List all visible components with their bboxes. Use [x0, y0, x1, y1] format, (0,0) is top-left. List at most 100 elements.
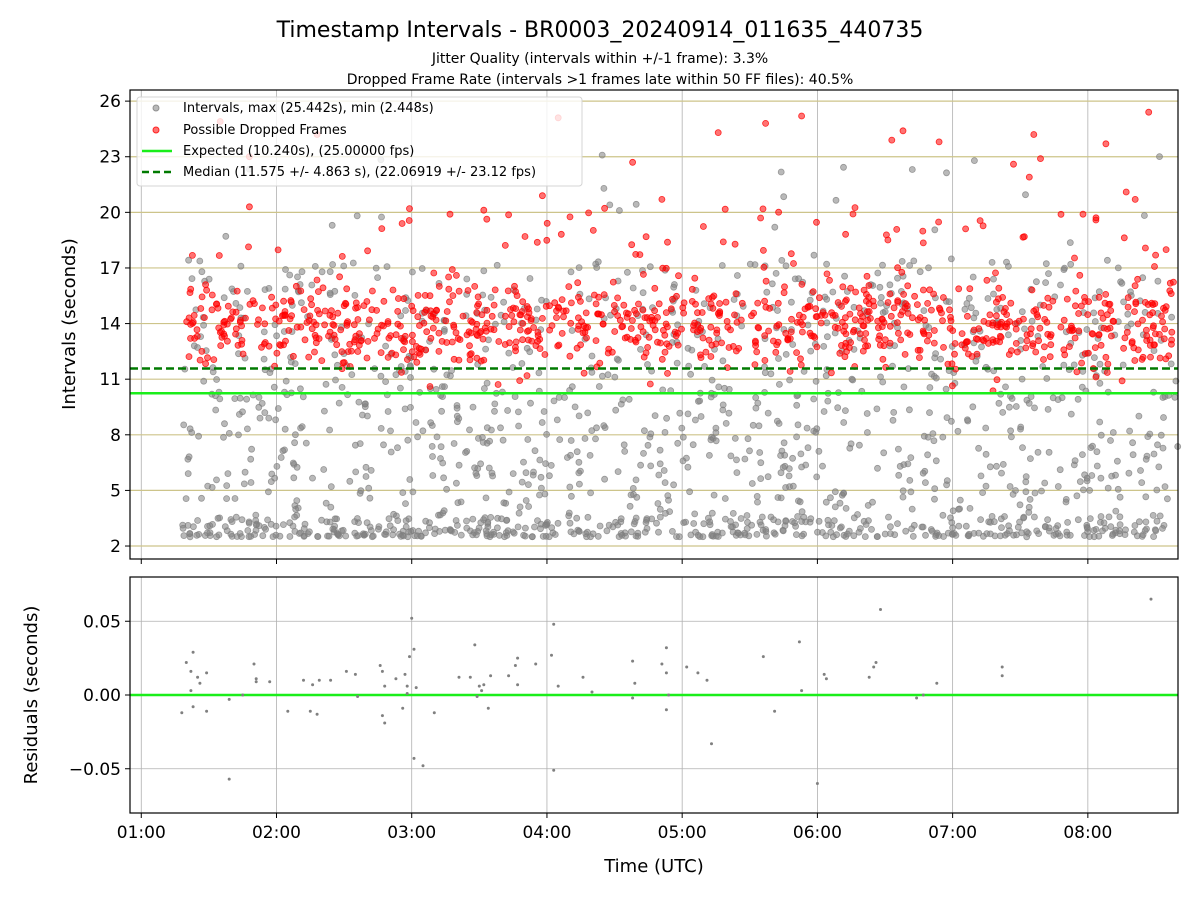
interval-point [1129, 451, 1137, 459]
interval-point [1124, 310, 1132, 318]
interval-point [1054, 530, 1062, 537]
dropped-frame-point [1003, 320, 1011, 328]
interval-point [925, 264, 932, 272]
interval-point [734, 272, 741, 279]
interval-point [697, 413, 705, 420]
dropped-frame-point [479, 335, 487, 343]
interval-point [308, 281, 316, 289]
interval-point [706, 451, 713, 459]
interval-point [940, 533, 947, 540]
dropped-frame-point [790, 260, 797, 267]
dropped-frame-point [1158, 312, 1165, 320]
chart-title: Timestamp Intervals - BR0003_20240914_01… [276, 18, 924, 43]
interval-point [1160, 414, 1167, 421]
interval-point [660, 467, 668, 474]
interval-point [774, 307, 781, 314]
interval-point [982, 424, 990, 432]
dropped-frame-point [336, 273, 344, 281]
dropped-frame-point [725, 344, 733, 351]
dropped-frame-point [468, 318, 476, 326]
dropped-frame-point [429, 313, 437, 321]
interval-point [810, 395, 818, 403]
interval-point [640, 449, 647, 457]
dropped-frame-point [834, 299, 842, 306]
residual-point [590, 690, 594, 694]
dropped-frame-point [525, 336, 532, 344]
dropped-frame-point [185, 353, 193, 361]
interval-point [1057, 281, 1064, 289]
dropped-frame-point [816, 294, 823, 302]
interval-point [1093, 462, 1101, 470]
interval-point [1017, 425, 1024, 433]
dropped-frame-point [446, 298, 453, 306]
dropped-frame-point [719, 238, 727, 246]
dropped-frame-point [804, 303, 812, 310]
dropped-frame-point [862, 330, 870, 337]
dropped-frame-point [465, 328, 473, 336]
interval-point [500, 298, 508, 306]
interval-point [599, 372, 606, 380]
residual-point [317, 678, 321, 682]
interval-point [515, 509, 523, 517]
interval-point [756, 449, 764, 456]
dropped-frame-point [392, 351, 400, 359]
interval-point [922, 479, 929, 487]
dropped-frame-point [731, 240, 739, 248]
dropped-frame-point [1143, 326, 1150, 334]
dropped-frame-point [508, 312, 516, 319]
dropped-frame-point [979, 222, 987, 230]
dropped-frame-point [364, 337, 372, 345]
dropped-frame-point [826, 276, 833, 284]
dropped-frame-point [568, 299, 575, 307]
dropped-frame-point [501, 312, 509, 320]
interval-point [437, 443, 445, 451]
interval-point [298, 423, 306, 431]
interval-point [856, 441, 863, 449]
interval-point [601, 424, 609, 432]
interval-point [537, 525, 544, 533]
dropped-frame-point [239, 350, 247, 358]
interval-point [440, 326, 448, 333]
dropped-frame-point [1128, 339, 1136, 347]
dropped-frame-point [847, 284, 854, 292]
dropped-frame-point [448, 266, 456, 273]
interval-point [243, 425, 251, 433]
interval-point [874, 269, 882, 277]
interval-point [525, 481, 532, 489]
interval-point [979, 489, 986, 497]
interval-point [763, 288, 771, 296]
dropped-frame-point [413, 358, 421, 366]
dropped-frame-point [1079, 210, 1087, 218]
interval-point [584, 409, 592, 417]
dropped-frame-point [947, 317, 955, 325]
dropped-frame-point [558, 329, 566, 337]
dropped-frame-point [846, 310, 854, 318]
interval-point [220, 433, 227, 441]
dropped-frame-point [202, 281, 210, 289]
dropped-frame-point [183, 318, 191, 326]
interval-point [362, 463, 370, 471]
interval-point [1154, 441, 1161, 449]
interval-point [831, 488, 839, 496]
interval-point [990, 275, 997, 283]
interval-point [375, 523, 383, 530]
dropped-frame-point [1097, 309, 1105, 317]
dropped-frame-point [473, 331, 481, 339]
interval-point [450, 440, 458, 447]
interval-point [948, 417, 955, 425]
interval-point [180, 421, 188, 429]
interval-point [463, 524, 471, 532]
interval-point [708, 509, 716, 517]
dropped-frame-point [710, 292, 718, 300]
residual-point [468, 675, 472, 679]
interval-point [730, 296, 738, 303]
interval-point [576, 480, 583, 488]
dropped-frame-point [659, 264, 667, 272]
residual-point [414, 686, 418, 690]
residual-point [513, 664, 517, 667]
residual-points [180, 597, 1153, 785]
interval-point [1022, 488, 1030, 496]
dropped-frame-point [667, 305, 675, 313]
interval-point [299, 393, 307, 401]
dropped-frame-point [473, 309, 481, 316]
